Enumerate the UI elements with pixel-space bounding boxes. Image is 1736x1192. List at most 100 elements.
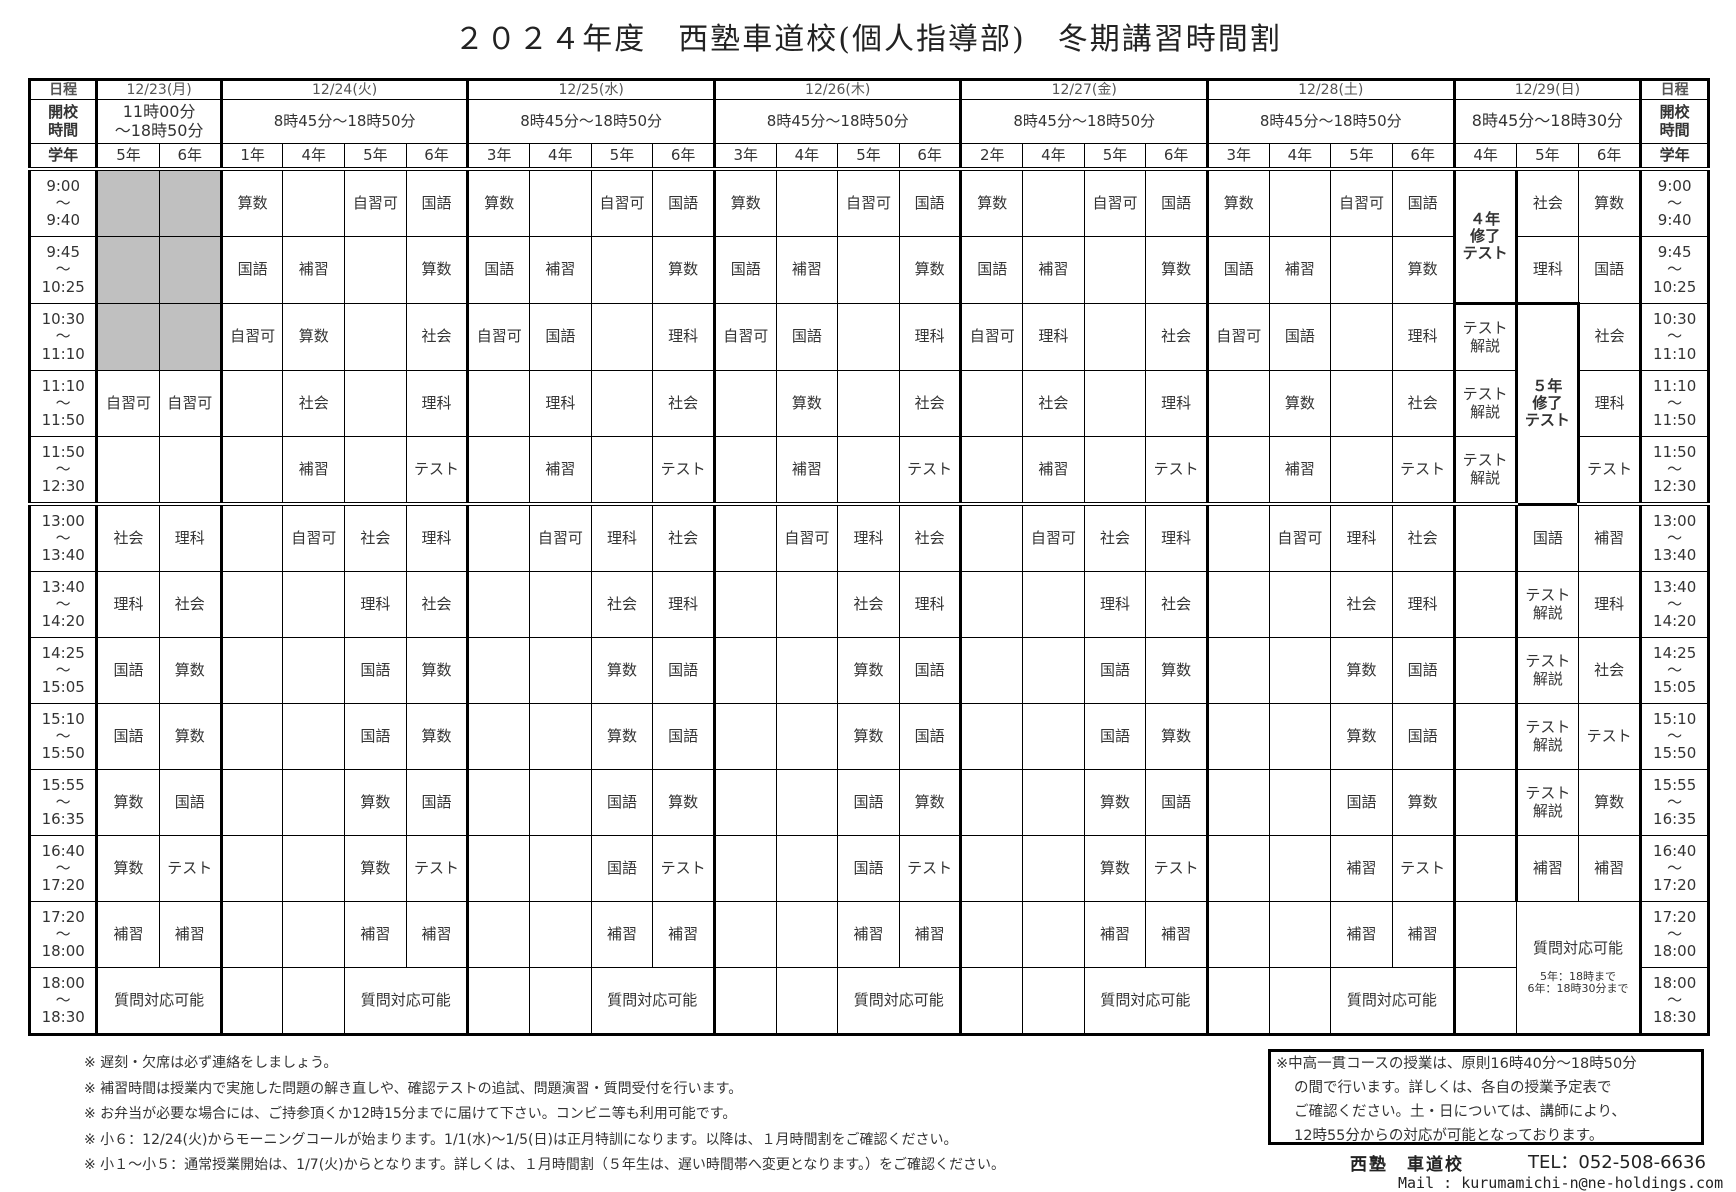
lesson-cell: 算数 bbox=[344, 769, 407, 836]
grade-header: 5年 bbox=[344, 143, 407, 171]
time-slot: 13:00 ～ 13:40 bbox=[1640, 503, 1709, 572]
time-slot: 15:10 ～ 15:50 bbox=[28, 703, 99, 770]
lesson-cell: 国語 bbox=[898, 168, 963, 237]
lesson-cell: 国語 bbox=[467, 236, 531, 304]
lesson-cell: 国語 bbox=[1514, 503, 1580, 572]
lesson-cell: 補習 bbox=[405, 901, 470, 968]
lesson-cell: 国語 bbox=[898, 637, 963, 704]
availability-note: 5年：18時まで 6年：18時30分まで bbox=[1527, 970, 1629, 996]
empty-cell bbox=[837, 370, 900, 437]
time-slot: 11:10 ～ 11:50 bbox=[28, 370, 99, 437]
lesson-cell: 補習 bbox=[1330, 901, 1393, 968]
lesson-cell: 国語 bbox=[96, 703, 160, 770]
lesson-cell: 算数 bbox=[652, 769, 716, 836]
empty-cell bbox=[713, 503, 777, 572]
grade-header: 5年 bbox=[1515, 143, 1580, 171]
empty-cell bbox=[1453, 967, 1517, 1035]
time-slot: 16:40 ～ 17:20 bbox=[1640, 835, 1709, 902]
empty-cell bbox=[1268, 901, 1332, 968]
lesson-cell: 算数 bbox=[467, 168, 531, 237]
lesson-cell: 社会 bbox=[282, 370, 346, 437]
time-slot: 15:55 ～ 16:35 bbox=[1640, 769, 1709, 836]
lesson-cell: 社会 bbox=[1515, 168, 1580, 237]
empty-cell bbox=[282, 168, 346, 237]
lesson-cell: テスト bbox=[1145, 436, 1209, 506]
empty-cell bbox=[344, 370, 407, 437]
lesson-cell: 算数 bbox=[282, 303, 346, 371]
empty-cell bbox=[960, 370, 1024, 437]
grade-header: 6年 bbox=[898, 143, 963, 171]
lesson-cell: 算数 bbox=[1391, 769, 1456, 836]
empty-cell bbox=[1206, 703, 1270, 770]
info-line: ※中高一貫コースの授業は、原則16時40分～18時50分 bbox=[1276, 1056, 1637, 1072]
empty-cell bbox=[1022, 835, 1085, 902]
lesson-cell: 社会 bbox=[158, 571, 223, 638]
empty-cell bbox=[467, 436, 531, 506]
grade-header: 1年 bbox=[220, 143, 284, 171]
empty-cell bbox=[837, 236, 900, 304]
empty-cell bbox=[960, 835, 1024, 902]
lesson-cell: 補習 bbox=[1083, 901, 1147, 968]
lesson-cell: 自習可 bbox=[220, 303, 284, 371]
lesson-cell: 算数 bbox=[1391, 236, 1456, 304]
grade-header: 5年 bbox=[1083, 143, 1147, 171]
table-row: 15:55 ～ 16:35 算数 国語 算数 国語 国語 算数 国語 算数 算数 国語 国語 算数 テスト 解説… bbox=[28, 769, 1709, 836]
grade-header: 5年 bbox=[96, 143, 160, 171]
table-row: 9:45 ～ 10:25 国語 補習 算数 国語 補習 算数 国語 補習 算数 国語 補習 算数 国語 補習 算数… bbox=[28, 236, 1709, 304]
empty-cell bbox=[96, 436, 160, 506]
school-name: 西塾 車道校 bbox=[1350, 1155, 1464, 1175]
empty-cell bbox=[467, 835, 531, 902]
empty-cell bbox=[282, 901, 346, 968]
empty-cell bbox=[467, 370, 531, 437]
empty-cell bbox=[158, 168, 223, 237]
grade-header: 4年 bbox=[775, 143, 839, 171]
empty-cell bbox=[529, 835, 592, 902]
grade-header: 6年 bbox=[1578, 143, 1643, 171]
lesson-cell: 社会 bbox=[837, 571, 900, 638]
table-row: 14:25 ～ 15:05 国語 算数 国語 算数 算数 国語 算数 国語 国語 算数 算数 国語 テスト 解説… bbox=[28, 637, 1709, 704]
empty-cell bbox=[1330, 303, 1393, 371]
lesson-cell: 補習 bbox=[775, 236, 839, 304]
empty-cell bbox=[529, 703, 592, 770]
empty-cell bbox=[529, 901, 592, 968]
lesson-cell: テスト bbox=[158, 835, 223, 902]
lesson-cell: 算数 bbox=[898, 769, 963, 836]
info-line: の間で行います。詳しくは、各自の授業予定表で bbox=[1294, 1080, 1612, 1096]
lesson-cell: 算数 bbox=[405, 637, 470, 704]
empty-cell bbox=[220, 370, 284, 437]
lesson-cell: 理科 bbox=[405, 370, 470, 437]
lesson-cell: 社会 bbox=[652, 370, 716, 437]
empty-cell bbox=[529, 769, 592, 836]
lesson-cell: 社会 bbox=[1391, 370, 1456, 437]
empty-cell bbox=[220, 436, 284, 506]
empty-cell bbox=[1083, 303, 1147, 371]
lesson-cell: ５年 修了 テスト bbox=[1514, 302, 1581, 506]
empty-cell bbox=[1206, 370, 1270, 437]
empty-cell bbox=[220, 571, 284, 638]
lesson-cell: 算数 bbox=[1083, 835, 1147, 902]
lesson-cell: 算数 bbox=[96, 835, 160, 902]
lesson-cell: 理科 bbox=[1083, 571, 1147, 638]
empty-cell bbox=[467, 703, 531, 770]
time-slot: 14:25 ～ 15:05 bbox=[28, 637, 99, 704]
empty-cell bbox=[1268, 967, 1332, 1035]
day-date: 12/29(日) bbox=[1453, 79, 1643, 100]
empty-cell bbox=[220, 503, 284, 572]
lesson-cell: 算数 bbox=[1206, 168, 1270, 237]
header-row-dates: 日程 12/23(月) 12/24(火) 12/25(水) 12/26(木) 12/27(… bbox=[28, 79, 1709, 100]
empty-cell bbox=[1453, 835, 1517, 902]
notes: ※ 遅刻・欠席は必ず連絡をしましょう。 ※ 補習時間は授業内で実施した問題の解き… bbox=[84, 1051, 1005, 1179]
empty-cell bbox=[713, 703, 777, 770]
lesson-cell: 社会 bbox=[1145, 303, 1209, 371]
lesson-cell: 理科 bbox=[529, 370, 592, 437]
lesson-cell: 自習可 bbox=[960, 303, 1024, 371]
lesson-cell: 理科 bbox=[1145, 370, 1209, 437]
header-label: 学年 bbox=[28, 143, 99, 171]
lesson-cell: 自習可 bbox=[713, 303, 777, 371]
lesson-cell: 社会 bbox=[652, 503, 716, 572]
lesson-cell: 補習 bbox=[1268, 236, 1332, 304]
grade-header: 6年 bbox=[405, 143, 470, 171]
lesson-cell: 国語 bbox=[1145, 769, 1209, 836]
empty-cell bbox=[96, 168, 160, 237]
time-slot: 13:40 ～ 14:20 bbox=[1640, 571, 1709, 638]
